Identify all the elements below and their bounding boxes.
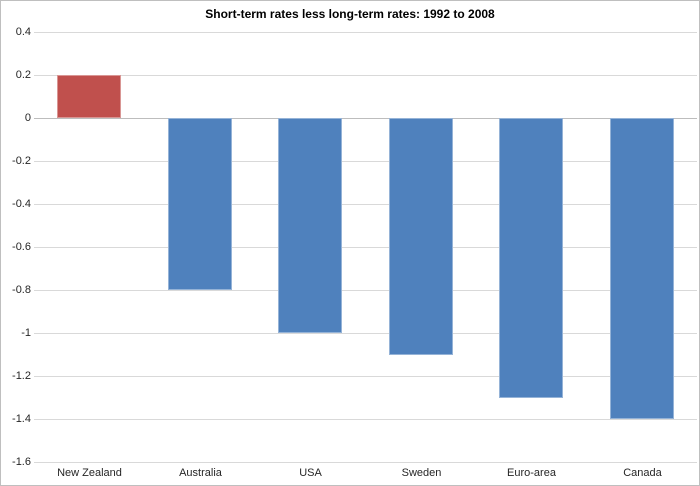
gridline — [34, 376, 697, 377]
gridline — [34, 161, 697, 162]
bar-sweden — [389, 118, 453, 355]
y-tick-label: 0 — [24, 112, 31, 124]
y-tick-label: -1.4 — [12, 413, 31, 425]
y-tick-label: -0.2 — [12, 155, 31, 167]
gridline — [34, 290, 697, 291]
x-tick-label: USA — [299, 467, 322, 479]
gridline — [34, 247, 697, 248]
gridline — [34, 462, 697, 463]
x-tick-label: Euro-area — [507, 467, 556, 479]
bar-euro-area — [499, 118, 563, 398]
y-tick-label: 0.2 — [15, 69, 31, 81]
y-tick-label: -1.2 — [12, 370, 31, 382]
gridline — [34, 333, 697, 334]
zero-gridline — [34, 118, 697, 119]
gridline — [34, 75, 697, 76]
y-tick-label: 0.4 — [15, 26, 31, 38]
y-tick-label: -0.8 — [12, 284, 31, 296]
x-tick-label: Sweden — [401, 467, 442, 479]
bar-usa — [278, 118, 342, 333]
plot-area — [34, 32, 697, 463]
y-tick-label: -1 — [21, 327, 31, 339]
bar-new-zealand — [57, 75, 121, 118]
gridline — [34, 419, 697, 420]
x-tick-label: Canada — [623, 467, 662, 479]
x-tick-label: Australia — [179, 467, 222, 479]
gridline — [34, 32, 697, 33]
y-tick-label: -0.6 — [12, 241, 31, 253]
x-tick-label: New Zealand — [57, 467, 122, 479]
y-tick-label: -1.6 — [12, 456, 31, 468]
y-tick-label: -0.4 — [12, 198, 31, 210]
gridline — [34, 204, 697, 205]
bar-canada — [610, 118, 674, 419]
chart-title: Short-term rates less long-term rates: 1… — [205, 7, 495, 21]
bar-australia — [168, 118, 232, 290]
